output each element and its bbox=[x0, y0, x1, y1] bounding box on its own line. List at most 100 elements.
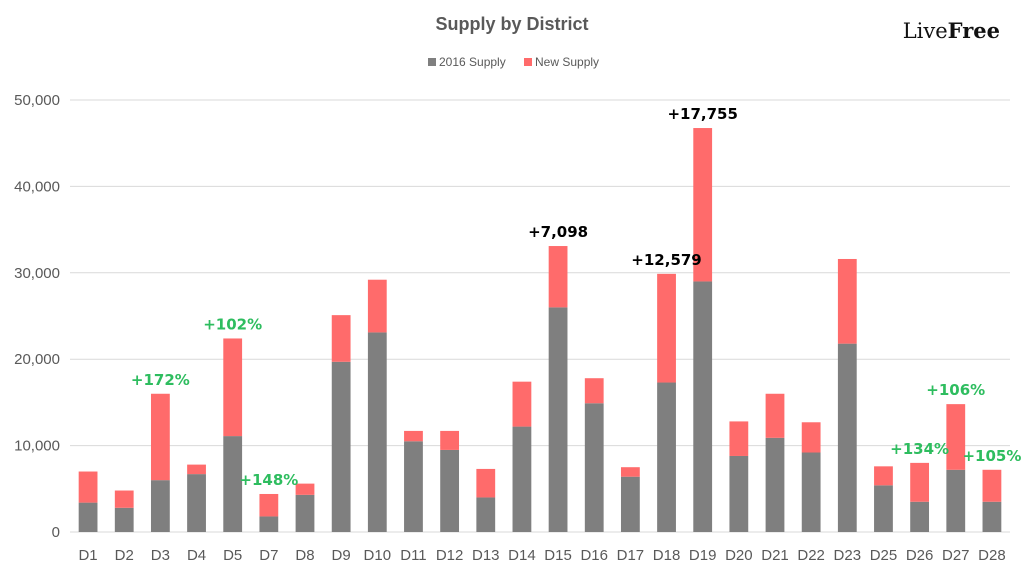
bar-2016-supply-d22 bbox=[801, 452, 821, 532]
bar-new-supply-d8 bbox=[295, 483, 315, 495]
bar-2016-supply-d20 bbox=[729, 455, 749, 532]
brand-logo: LiveFree bbox=[903, 18, 1000, 43]
x-tick-label: D25 bbox=[870, 547, 898, 564]
bar-new-supply-d22 bbox=[801, 422, 821, 453]
x-tick-label: D4 bbox=[187, 547, 206, 564]
bar-2016-supply-d26 bbox=[910, 501, 930, 532]
bar-new-supply-d5 bbox=[223, 338, 243, 437]
bars bbox=[78, 128, 1002, 532]
annotation-label: +105% bbox=[962, 447, 1021, 465]
brand-part-1: Live bbox=[903, 19, 948, 43]
bar-new-supply-d18 bbox=[657, 273, 676, 383]
bar-new-supply-d15 bbox=[548, 246, 568, 308]
bar-2016-supply-d14 bbox=[512, 426, 532, 532]
y-tick-label: 0 bbox=[52, 524, 60, 541]
y-tick-label: 10,000 bbox=[14, 438, 60, 455]
annotation-label: +134% bbox=[890, 440, 949, 458]
x-tick-label: D19 bbox=[689, 547, 717, 564]
legend-swatch bbox=[428, 58, 436, 66]
bar-2016-supply-d27 bbox=[946, 469, 966, 532]
x-tick-label: D14 bbox=[508, 547, 536, 564]
bar-2016-supply-d28 bbox=[982, 501, 1002, 532]
x-tick-label: D9 bbox=[332, 547, 351, 564]
y-tick-label: 20,000 bbox=[14, 351, 60, 368]
bar-new-supply-d10 bbox=[367, 279, 387, 333]
bar-new-supply-d26 bbox=[910, 462, 930, 502]
bar-new-supply-d11 bbox=[404, 430, 423, 442]
bar-2016-supply-d13 bbox=[476, 497, 496, 532]
x-tick-label: D8 bbox=[295, 547, 314, 564]
bar-new-supply-d20 bbox=[729, 421, 749, 456]
annotation-label: +7,098 bbox=[528, 223, 588, 241]
legend: 2016 Supply New Supply bbox=[428, 55, 599, 69]
x-tick-label: D22 bbox=[797, 547, 825, 564]
bar-new-supply-d7 bbox=[259, 493, 279, 517]
bar-new-supply-d1 bbox=[78, 471, 98, 503]
annotation-label: +148% bbox=[239, 471, 298, 489]
x-tick-label: D17 bbox=[617, 547, 645, 564]
bar-2016-supply-d18 bbox=[657, 382, 676, 532]
x-tick-label: D12 bbox=[436, 547, 464, 564]
bar-new-supply-d25 bbox=[874, 466, 893, 486]
bar-2016-supply-d17 bbox=[620, 476, 640, 532]
bar-new-supply-d14 bbox=[512, 381, 532, 427]
chart-title: Supply by District bbox=[435, 14, 588, 34]
bar-2016-supply-d10 bbox=[367, 332, 387, 532]
bar-2016-supply-d11 bbox=[404, 441, 423, 532]
bar-2016-supply-d25 bbox=[874, 485, 893, 532]
svg-text:LiveFree: LiveFree bbox=[903, 18, 1000, 43]
x-tick-label: D18 bbox=[653, 547, 681, 564]
x-tick-label: D10 bbox=[364, 547, 392, 564]
bar-2016-supply-d2 bbox=[114, 507, 134, 532]
annotations: +172% +102% +148% +7,098 +12,579 +17,755 +134%… bbox=[131, 105, 1021, 489]
bar-new-supply-d3 bbox=[150, 393, 170, 481]
bar-2016-supply-d21 bbox=[765, 437, 785, 532]
bar-new-supply-d19 bbox=[693, 128, 713, 282]
bar-2016-supply-d12 bbox=[440, 449, 460, 532]
x-tick-label: D20 bbox=[725, 547, 753, 564]
bar-2016-supply-d3 bbox=[150, 480, 170, 532]
bar-2016-supply-d5 bbox=[223, 436, 243, 532]
bar-new-supply-d9 bbox=[331, 315, 351, 362]
annotation-label: +12,579 bbox=[631, 251, 701, 269]
y-axis: 0 10,000 20,000 30,000 40,000 50,000 bbox=[14, 92, 60, 541]
annotation-label: +102% bbox=[203, 315, 262, 333]
annotation-label: +106% bbox=[926, 381, 985, 399]
bar-2016-supply-d1 bbox=[78, 502, 98, 532]
y-tick-label: 40,000 bbox=[14, 178, 60, 195]
x-tick-label: D15 bbox=[544, 547, 572, 564]
bar-new-supply-d4 bbox=[187, 464, 206, 475]
bar-2016-supply-d19 bbox=[693, 281, 713, 532]
bar-new-supply-d12 bbox=[440, 430, 460, 450]
x-tick-label: D13 bbox=[472, 547, 500, 564]
bar-new-supply-d16 bbox=[584, 378, 604, 404]
annotation-label: +17,755 bbox=[667, 105, 737, 123]
bar-new-supply-d28 bbox=[982, 469, 1002, 502]
legend-swatch bbox=[524, 58, 532, 66]
bar-2016-supply-d7 bbox=[259, 516, 279, 532]
legend-label: New Supply bbox=[535, 55, 599, 69]
x-tick-label: D11 bbox=[400, 547, 426, 564]
x-tick-label: D3 bbox=[151, 547, 170, 564]
x-tick-label: D21 bbox=[761, 547, 789, 564]
bar-new-supply-d21 bbox=[765, 393, 785, 438]
brand-part-2: Free bbox=[948, 18, 1000, 43]
x-tick-label: D16 bbox=[580, 547, 608, 564]
x-tick-label: D2 bbox=[115, 547, 134, 564]
bar-new-supply-d17 bbox=[620, 467, 640, 477]
bar-2016-supply-d16 bbox=[584, 403, 604, 532]
bar-2016-supply-d23 bbox=[837, 343, 857, 532]
x-tick-label: D23 bbox=[834, 547, 862, 564]
bar-2016-supply-d8 bbox=[295, 494, 315, 532]
bar-new-supply-d27 bbox=[946, 404, 966, 470]
bar-new-supply-d13 bbox=[476, 468, 496, 498]
x-tick-label: D28 bbox=[978, 547, 1006, 564]
bar-new-supply-d2 bbox=[114, 490, 134, 508]
y-tick-label: 30,000 bbox=[14, 265, 60, 282]
x-tick-label: D27 bbox=[942, 547, 970, 564]
legend-label: 2016 Supply bbox=[439, 55, 506, 69]
x-tick-label: D7 bbox=[259, 547, 278, 564]
bar-2016-supply-d9 bbox=[331, 361, 351, 532]
x-tick-label: D5 bbox=[223, 547, 242, 564]
y-tick-label: 50,000 bbox=[14, 92, 60, 109]
